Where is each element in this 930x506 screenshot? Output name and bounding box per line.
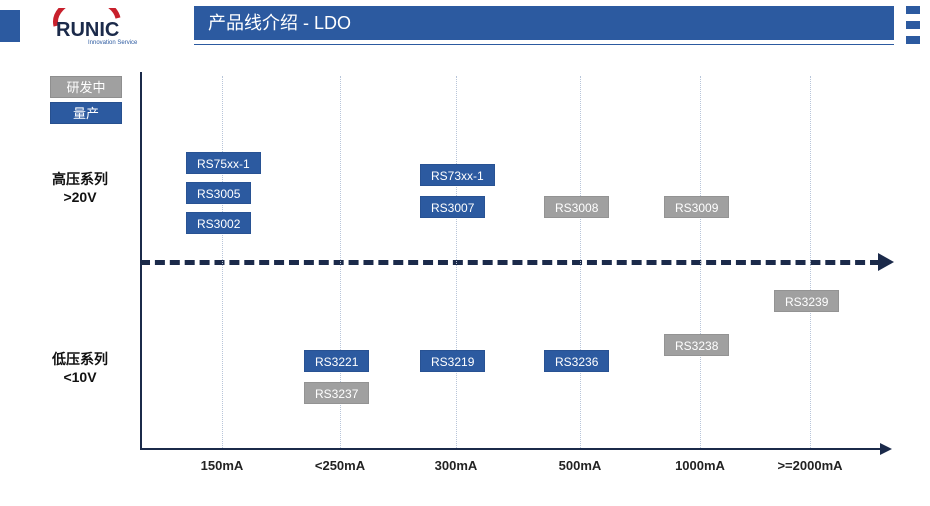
y-label-high-text: 高压系列 xyxy=(30,170,130,188)
gridline xyxy=(580,76,581,448)
logo: RUNIC Innovation Service xyxy=(48,8,168,46)
divider-arrow-icon xyxy=(878,253,894,271)
logo-svg: RUNIC Innovation Service xyxy=(48,8,168,46)
header-right-marks xyxy=(906,6,920,44)
x-axis-label: 500mA xyxy=(559,458,602,473)
product-chip: RS3002 xyxy=(186,212,251,234)
page-title: 产品线介绍 - LDO xyxy=(194,6,894,40)
logo-tagline: Innovation Service xyxy=(88,40,138,46)
x-axis-arrow-icon xyxy=(880,443,892,455)
product-chip: RS3007 xyxy=(420,196,485,218)
y-label-high: 高压系列 >20V xyxy=(30,170,130,206)
y-label-low-text: 低压系列 xyxy=(30,350,130,368)
divider-dashed xyxy=(140,260,880,265)
x-axis xyxy=(140,448,882,450)
product-chip: RS3237 xyxy=(304,382,369,404)
gridline xyxy=(222,76,223,448)
title-underline xyxy=(194,44,894,45)
product-chip: RS3239 xyxy=(774,290,839,312)
x-axis-label: 300mA xyxy=(435,458,478,473)
gridline xyxy=(456,76,457,448)
x-axis-label: >=2000mA xyxy=(777,458,842,473)
x-axis-label: 150mA xyxy=(201,458,244,473)
legend-dev: 研发中 xyxy=(50,76,122,98)
header-left-stripe xyxy=(0,10,20,42)
product-chip: RS3009 xyxy=(664,196,729,218)
product-chip: RS3005 xyxy=(186,182,251,204)
legend: 研发中 量产 xyxy=(50,76,122,128)
y-label-low-sub: <10V xyxy=(30,368,130,386)
product-chip: RS3219 xyxy=(420,350,485,372)
y-label-low: 低压系列 <10V xyxy=(30,350,130,386)
header: RUNIC Innovation Service 产品线介绍 - LDO xyxy=(0,0,930,52)
product-chip: RS3008 xyxy=(544,196,609,218)
product-chip: RS3238 xyxy=(664,334,729,356)
gridline xyxy=(810,76,811,448)
product-chip: RS75xx-1 xyxy=(186,152,261,174)
product-chip: RS73xx-1 xyxy=(420,164,495,186)
legend-prod: 量产 xyxy=(50,102,122,124)
x-axis-label: <250mA xyxy=(315,458,365,473)
x-axis-label: 1000mA xyxy=(675,458,725,473)
chart-area: 150mA <250mA 300mA 500mA 1000mA >=2000mA RS75x… xyxy=(140,72,900,472)
gridline xyxy=(700,76,701,448)
product-chip: RS3236 xyxy=(544,350,609,372)
y-label-high-sub: >20V xyxy=(30,188,130,206)
slide: RUNIC Innovation Service 产品线介绍 - LDO 研发中… xyxy=(0,0,930,506)
logo-name: RUNIC xyxy=(56,19,119,41)
product-chip: RS3221 xyxy=(304,350,369,372)
